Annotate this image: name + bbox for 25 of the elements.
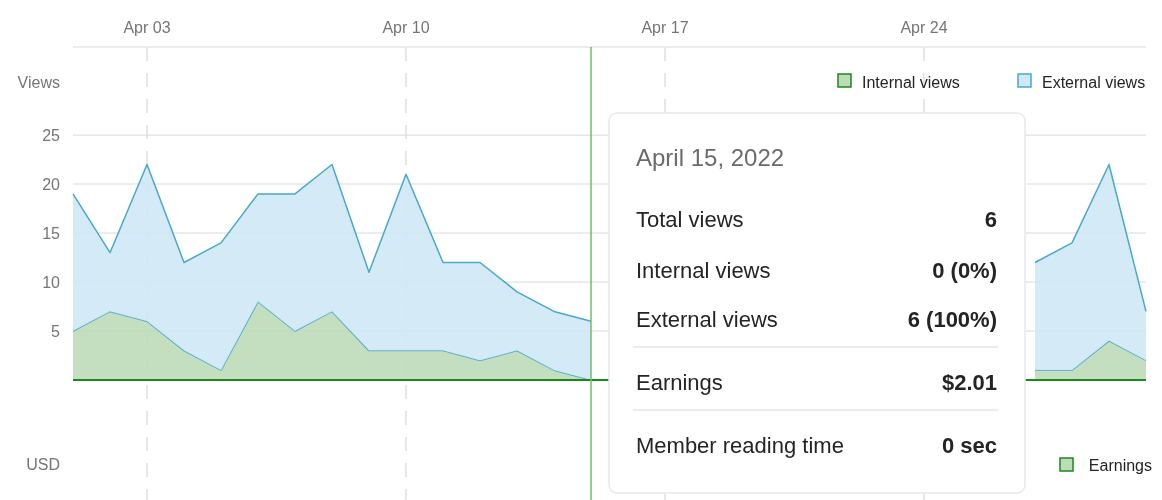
y-tick-label: 10: [42, 274, 61, 292]
text: Member reading time: [636, 433, 844, 458]
x-tick-label: Apr 03: [123, 19, 171, 36]
x-tick-label: Apr 24: [900, 19, 948, 36]
annotation: External views: [636, 307, 778, 332]
annotation: Earnings: [636, 370, 723, 395]
annotation: $2.01: [941, 370, 997, 395]
annotation: Total views: [636, 207, 744, 232]
annotation: Internal views: [636, 258, 771, 283]
y-tick-label: 25: [42, 127, 61, 145]
x-tick-label: Apr 10: [382, 19, 430, 36]
legend-label: External views: [1042, 74, 1146, 91]
text: 0 sec: [941, 433, 997, 458]
x-tick-label: Apr 17: [641, 19, 689, 36]
annotation: 6 (100%): [907, 307, 997, 332]
legend-label: Internal views: [862, 74, 960, 91]
text: USD: [26, 456, 60, 473]
annotation: 0 (0%): [932, 258, 997, 283]
y-tick-label: 20: [42, 176, 61, 194]
y-axis-title: Views: [17, 74, 60, 91]
y-tick-label: 15: [42, 225, 61, 243]
y-tick-label: 5: [51, 323, 61, 341]
text: Earnings: [1088, 457, 1152, 474]
annotation: April 15, 2022: [636, 144, 785, 171]
annotation: 6: [984, 207, 997, 232]
